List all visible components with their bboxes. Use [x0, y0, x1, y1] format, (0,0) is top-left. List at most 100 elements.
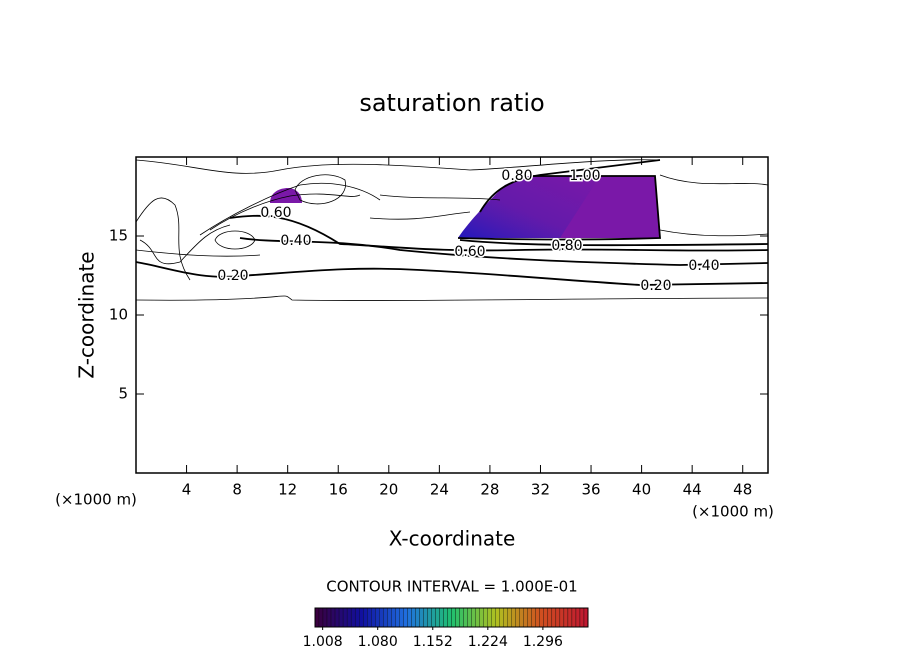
colorbar-cell [435, 607, 440, 628]
shaded-region [270, 188, 302, 203]
colorbar-cell [467, 607, 472, 628]
contour-line [457, 175, 661, 241]
colorbar-cell [330, 607, 336, 628]
colorbar-cell [419, 607, 424, 628]
colorbar-cell [318, 607, 324, 628]
colorbar-cell [423, 607, 428, 628]
colorbar-cell [511, 607, 516, 628]
contour-detail [659, 174, 769, 186]
colorbar-cell [451, 607, 456, 628]
colorbar-cell [371, 607, 376, 628]
colorbar-cell [567, 607, 573, 628]
colorbar-cell [535, 607, 540, 628]
colorbar-cell [463, 607, 468, 628]
contour-detail [135, 295, 769, 301]
colorbar-cell [575, 607, 581, 628]
contour-interval: CONTOUR INTERVAL = 1.000E-01 [326, 578, 577, 596]
x-tick-label: 40 [632, 481, 651, 499]
colorbar-cell [391, 607, 396, 628]
colorbar-cell [383, 607, 388, 628]
contour-label: 0.40 [280, 233, 311, 249]
colorbar-cell [515, 607, 520, 628]
colorbar-cell [363, 607, 368, 628]
colorbar-cell [407, 607, 412, 628]
shaded-region [458, 176, 600, 238]
x-tick-label: 48 [733, 481, 752, 499]
contour-detail [214, 230, 256, 250]
colorbar-cell [531, 607, 536, 628]
x-tick-label: 16 [329, 481, 348, 499]
y-tick-label: 15 [109, 227, 128, 245]
colorbar-label: 1.296 [523, 634, 563, 650]
x-axis-unit: (×1000 m) [692, 503, 774, 521]
colorbar-label: 1.080 [358, 634, 398, 650]
colorbar-cell [359, 607, 364, 628]
colorbar-cell [491, 607, 496, 628]
x-axis-unit: (×1000 m) [55, 491, 137, 509]
colorbar-cell [350, 607, 356, 628]
colorbar-cell [455, 607, 460, 628]
contour-label: 0.80 [551, 238, 582, 254]
y-tick-label: 5 [118, 385, 128, 403]
contour-label: 0.40 [688, 258, 719, 274]
colorbar-cell [551, 607, 557, 628]
colorbar-cell [471, 607, 476, 628]
plot-frame [135, 156, 769, 474]
colorbar-cell [539, 607, 544, 628]
contour-detail [209, 193, 361, 231]
colorbar-cell [475, 607, 480, 628]
x-tick-label: 28 [480, 481, 499, 499]
colorbar-cell [579, 607, 585, 628]
colorbar-cell [379, 607, 384, 628]
colorbar-cell [439, 607, 444, 628]
colorbar-cell [555, 607, 561, 628]
colorbar-cell [583, 607, 589, 628]
x-tick-label: 8 [232, 481, 242, 499]
colorbar-cell [527, 607, 532, 628]
colorbar-cell [519, 607, 524, 628]
shaded-regions [270, 176, 660, 238]
contour-label: 0.20 [217, 268, 248, 284]
colorbar-cell [547, 607, 553, 628]
contour-detail [139, 224, 231, 265]
colorbar-cell [487, 607, 492, 628]
colorbar-cell [427, 607, 432, 628]
contour-detail [379, 194, 501, 201]
colorbar-cell [559, 607, 565, 628]
contour-line [239, 237, 769, 266]
contour-label: 0.80 [501, 168, 532, 184]
x-tick-label: 20 [379, 481, 398, 499]
colorbar-cell [354, 607, 360, 628]
colorbar-cell [507, 607, 512, 628]
colorbar-cell [346, 607, 352, 628]
colorbar-cell [499, 607, 504, 628]
colorbar-cell [399, 607, 404, 628]
colorbar-cell [314, 607, 320, 628]
colorbar-cell [342, 607, 348, 628]
contour-line [229, 214, 769, 252]
contour-detail [199, 182, 381, 236]
contour-label: 0.60 [454, 244, 485, 260]
x-tick-label: 44 [683, 481, 702, 499]
colorbar-cell [387, 607, 392, 628]
contour-line [459, 159, 769, 247]
contour-label: 0.20 [640, 278, 671, 294]
colorbar-cell [459, 607, 464, 628]
contour-label: 0.60 [260, 205, 291, 221]
contour-line [135, 261, 769, 286]
contour-detail [135, 249, 261, 257]
colorbar-cell [334, 607, 340, 628]
colorbar-cell [495, 607, 500, 628]
colorbar-label: 1.152 [413, 634, 453, 650]
contour-detail [294, 174, 346, 205]
contour-lines [135, 159, 769, 301]
colorbar-cell [411, 607, 416, 628]
chart-title: saturation ratio [359, 89, 544, 117]
colorbar-cell [403, 607, 408, 628]
colorbar-cell [543, 607, 549, 628]
colorbar-cell [431, 607, 436, 628]
colorbar-cell [483, 607, 488, 628]
colorbar-cell [443, 607, 448, 628]
colorbar-cell [367, 607, 372, 628]
